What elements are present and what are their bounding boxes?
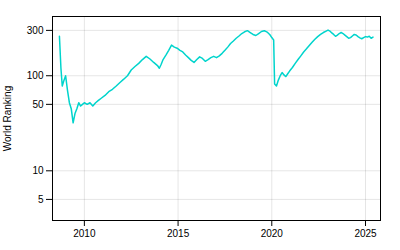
- svg-text:10: 10: [32, 165, 44, 176]
- svg-text:300: 300: [27, 25, 44, 36]
- svg-text:50: 50: [32, 99, 44, 110]
- svg-text:2025: 2025: [354, 228, 377, 239]
- svg-text:5: 5: [38, 194, 44, 205]
- svg-text:2015: 2015: [167, 228, 190, 239]
- svg-text:World Ranking: World Ranking: [2, 86, 13, 151]
- svg-text:2010: 2010: [73, 228, 96, 239]
- svg-text:2020: 2020: [261, 228, 284, 239]
- svg-text:100: 100: [27, 70, 44, 81]
